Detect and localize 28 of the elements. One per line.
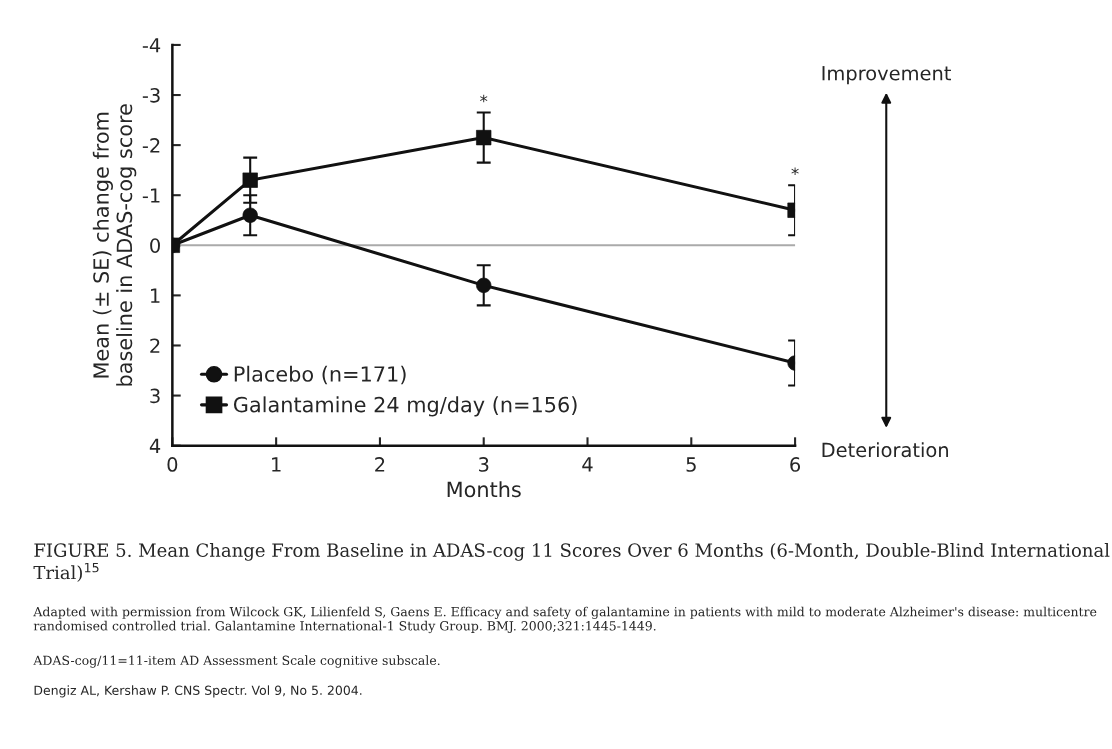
- x-axis-title: Months: [447, 481, 521, 498]
- x-tick-label: 5: [686, 457, 696, 472]
- legend-label: Galantamine 24 mg/day (n=156): [233, 396, 577, 417]
- y-tick-label: -1: [142, 188, 160, 203]
- annotation: *: [480, 94, 488, 103]
- legend-label: Placebo (n=171): [234, 365, 406, 385]
- text: Improvement: [822, 66, 951, 85]
- y-tick-label: 1: [151, 288, 160, 303]
- text: Dengiz AL, Kershaw P. CNS Spectr. Vol 9, No 5. 2004.: [34, 685, 362, 698]
- x-tick-label: 1: [272, 457, 281, 472]
- y-tick-label: -2: [142, 138, 160, 153]
- text: ADAS-cog/11=11-item AD Assessment Scale cognitive subscale.: [33, 655, 440, 668]
- x-tick-label: 6: [790, 457, 801, 472]
- y-axis-title: Mean (± SE) change from baseline in ADAS-cog score: [92, 104, 137, 386]
- y-tick-label: 0: [150, 238, 160, 253]
- y-tick-label: 3: [150, 388, 160, 404]
- text: Deterioration: [822, 442, 948, 458]
- x-tick-label: 4: [582, 457, 593, 472]
- caption: FIGURE 5. Mean Change From Baseline in ADAS-cog 11 Scores Over 6 Months (6-Month, Double-Blind International Trial)$^{15}$: [33, 543, 1110, 582]
- annotation: *: [791, 167, 799, 175]
- x-tick-label: 3: [479, 457, 489, 472]
- x-tick-label: 0: [167, 457, 178, 472]
- y-tick-label: 4: [149, 438, 161, 454]
- y-tick-label: -4: [142, 38, 161, 53]
- y-tick-label: -3: [142, 87, 160, 103]
- x-tick-label: 2: [375, 457, 385, 472]
- text: Adapted with permission from Wilcock GK, Lilienfeld S, Gaens E. Efficacy and safety of galantamine in patients with mild to moderate Alzheimer's disease: multicentre randomised controlled trial. Galantamine International-1 Study Group. BMJ. 2000;321:1445-1449.: [33, 606, 1097, 634]
- y-tick-label: 2: [150, 338, 160, 353]
